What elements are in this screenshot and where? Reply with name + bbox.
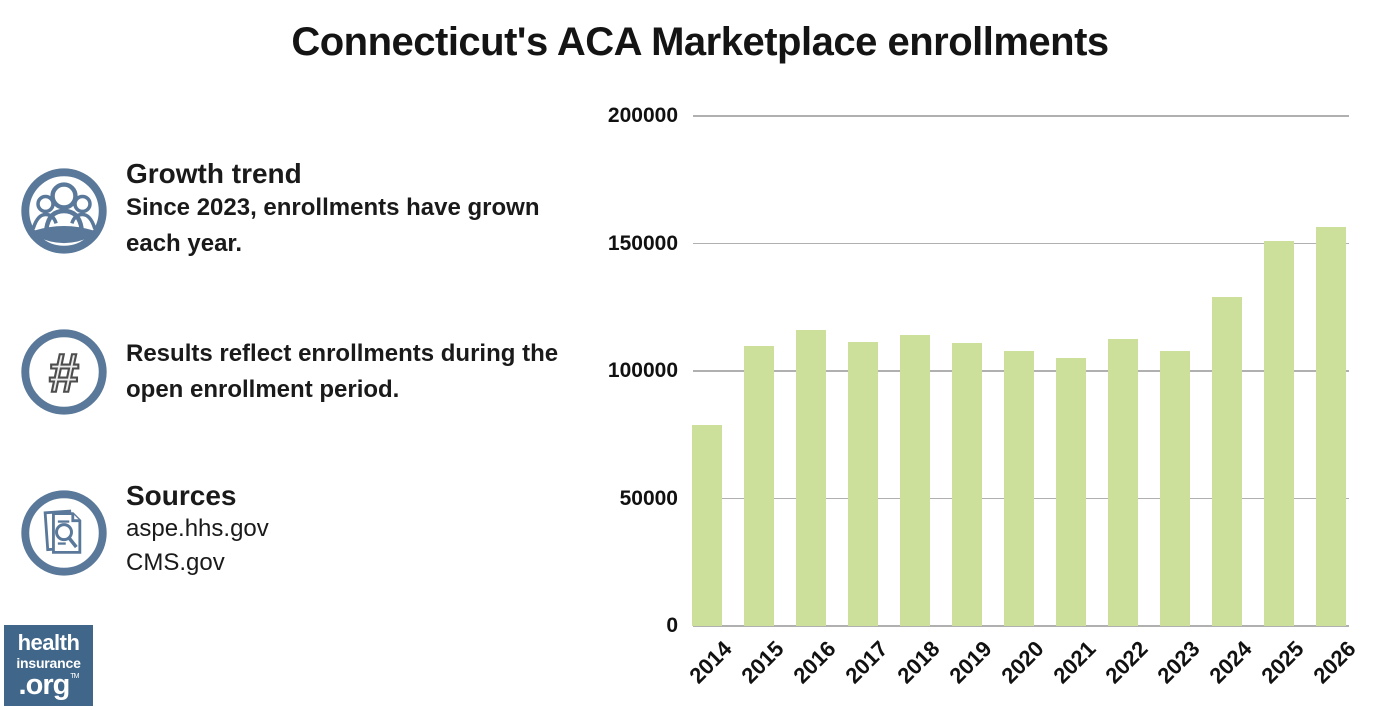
bar-2017 xyxy=(848,341,878,626)
x-tick-label-2026: 2026 xyxy=(1308,636,1361,689)
growth-trend-line-1: Since 2023, enrollments have grown xyxy=(126,194,540,222)
sources-heading: Sources xyxy=(126,480,237,511)
y-tick-label: 50000 xyxy=(619,486,678,510)
sources-section: Sources aspe.hhs.gov CMS.gov xyxy=(20,480,269,580)
results-note-line-1: Results reflect enrollments during the xyxy=(126,340,559,367)
x-tick-label-2018: 2018 xyxy=(892,636,945,689)
growth-trend-line-2: each year. xyxy=(126,230,243,258)
bar-2015 xyxy=(744,345,774,626)
logo-line-insurance: insurance xyxy=(16,654,81,671)
x-tick-label-2014: 2014 xyxy=(684,636,737,689)
x-tick-label-2017: 2017 xyxy=(840,636,893,689)
y-tick-label: 100000 xyxy=(607,359,678,382)
logo-line-org: .org TM xyxy=(18,668,80,701)
results-note-section: # Results reflect enrollments during the… xyxy=(20,328,558,416)
growth-trend-section: Growth trend Since 2023, enrollments hav… xyxy=(20,158,539,262)
bar-2018 xyxy=(900,335,930,626)
bar-2020 xyxy=(1004,350,1034,626)
x-tick-label-2021: 2021 xyxy=(1048,636,1101,689)
source-link-aspe: aspe.hhs.gov xyxy=(126,515,269,543)
x-tick-label-2025: 2025 xyxy=(1256,636,1309,689)
bar-2021 xyxy=(1056,358,1086,626)
bar-2025 xyxy=(1264,240,1294,626)
x-tick-label-2016: 2016 xyxy=(788,636,841,689)
y-tick-label: 200000 xyxy=(607,104,678,127)
x-tick-label-2022: 2022 xyxy=(1100,636,1153,689)
gridline-200000 xyxy=(693,115,1349,117)
bar-2019 xyxy=(952,342,982,626)
logo-trademark: TM xyxy=(70,672,79,680)
bar-2023 xyxy=(1160,350,1190,626)
gridline-150000 xyxy=(693,242,1349,245)
page-title: Connecticut's ACA Marketplace enrollment… xyxy=(291,20,1109,64)
source-link-cms: CMS.gov xyxy=(126,549,225,577)
growth-trend-text: Growth trend Since 2023, enrollments hav… xyxy=(126,158,539,262)
x-tick-label-2024: 2024 xyxy=(1204,636,1257,689)
hash-icon: # xyxy=(21,329,107,415)
x-tick-label-2023: 2023 xyxy=(1152,636,1205,689)
bar-2024 xyxy=(1212,297,1242,626)
results-note-text: Results reflect enrollments during the o… xyxy=(126,336,558,408)
sources-text: Sources aspe.hhs.gov CMS.gov xyxy=(126,480,269,580)
gridline-0 xyxy=(693,625,1349,627)
y-tick-label: 150000 xyxy=(607,231,678,255)
people-icon xyxy=(21,168,107,254)
bar-2016 xyxy=(796,330,826,626)
x-tick-label-2019: 2019 xyxy=(944,636,997,689)
bar-2026 xyxy=(1316,226,1346,626)
x-tick-label-2020: 2020 xyxy=(996,636,1049,689)
growth-trend-heading: Growth trend xyxy=(126,158,302,189)
documents-search-icon xyxy=(21,490,107,576)
results-note-line-2: open enrollment period. xyxy=(126,376,400,403)
bar-2014 xyxy=(692,424,722,626)
healthinsurance-org-logo: health insurance .org TM xyxy=(4,625,93,706)
y-tick-label: 0 xyxy=(666,614,678,637)
svg-text:#: # xyxy=(49,342,79,403)
bar-2022 xyxy=(1108,339,1138,626)
logo-line-health: health xyxy=(17,629,80,655)
x-tick-label-2015: 2015 xyxy=(736,636,789,689)
logo-org-text: .org xyxy=(18,668,71,701)
